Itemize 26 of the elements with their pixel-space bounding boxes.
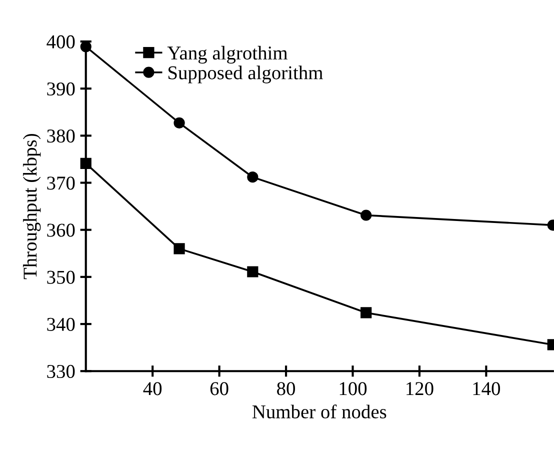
y-tick-label: 330 [47, 364, 75, 378]
y-tick-label: 380 [47, 129, 75, 143]
y-tick-label: 390 [47, 82, 75, 96]
x-tick-label: 120 [406, 382, 434, 396]
x-tick-label: 140 [473, 382, 500, 396]
point [360, 307, 372, 318]
point [360, 210, 372, 221]
y-axis-title: Throughput (kbps) [23, 134, 41, 280]
point [80, 41, 92, 52]
x-axis-title: Number of nodes [252, 404, 386, 418]
x-tick-label: 100 [340, 382, 367, 396]
y-tick-label: 350 [47, 270, 75, 284]
point [247, 266, 258, 278]
x-tick-label: 80 [277, 382, 296, 396]
y-tick-label: 360 [47, 224, 75, 237]
legend-label: Supposed algorithm [168, 66, 323, 84]
y-tick-label: 370 [47, 176, 75, 190]
point [80, 158, 92, 170]
point [174, 243, 185, 254]
x-tick-label: 60 [210, 382, 228, 396]
y-tick-label: 400 [46, 35, 75, 48]
y-tick-label: 340 [47, 318, 75, 331]
legend-label: Yang algrothim [167, 46, 288, 64]
point [174, 117, 185, 129]
x-tick-label: 40 [143, 382, 162, 396]
point [247, 172, 258, 183]
